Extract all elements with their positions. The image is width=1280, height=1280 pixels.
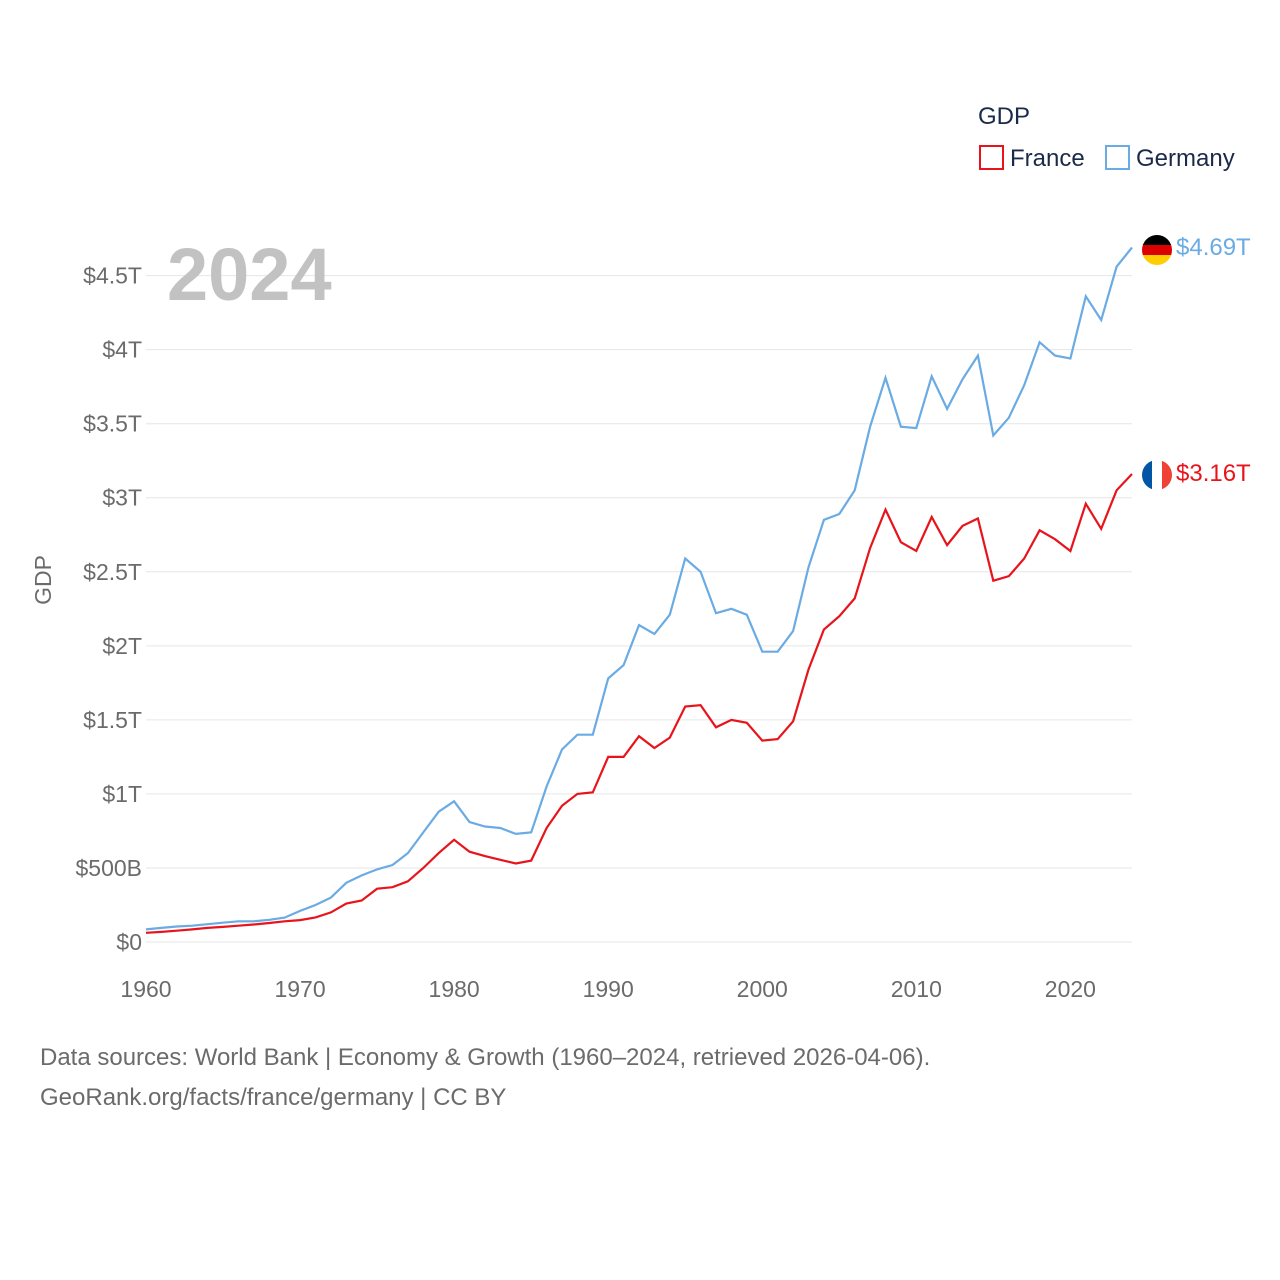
footer-credit[interactable]: GeoRank.org/facts/france/germany | CC BY xyxy=(40,1084,507,1111)
y-axis-label: GDP xyxy=(30,555,56,605)
y-tick-label: $1T xyxy=(102,781,142,807)
year-watermark: 2024 xyxy=(167,233,332,316)
x-axis-ticks: 1960 1970 1980 1990 2000 2010 2020 xyxy=(120,976,1096,1002)
legend[interactable]: GDP France Germany xyxy=(978,103,1235,172)
germany-end-label: $4.69T xyxy=(1176,234,1251,261)
x-tick-label: 1980 xyxy=(429,976,480,1002)
france-end-label: $3.16T xyxy=(1176,460,1251,487)
footer-sources: Data sources: World Bank | Economy & Gro… xyxy=(40,1044,931,1071)
x-tick-label: 1960 xyxy=(120,976,171,1002)
series-line-france xyxy=(145,473,1133,934)
y-tick-label: $4T xyxy=(102,337,142,363)
legend-title: GDP xyxy=(978,103,1030,130)
y-tick-label: $2.5T xyxy=(83,559,142,585)
y-tick-label: $1.5T xyxy=(83,707,142,733)
y-tick-label: $3.5T xyxy=(83,411,142,437)
series-lines xyxy=(145,246,1133,934)
series-line-germany xyxy=(145,246,1133,931)
x-tick-label: 1990 xyxy=(583,976,634,1002)
x-tick-label: 2000 xyxy=(737,976,788,1002)
gridlines xyxy=(146,275,1132,943)
legend-label-france[interactable]: France xyxy=(1010,145,1085,172)
y-tick-label: $2T xyxy=(102,633,142,659)
france-flag-icon xyxy=(1142,460,1172,490)
germany-flag-icon xyxy=(1142,235,1172,265)
x-tick-label: 1970 xyxy=(274,976,325,1002)
x-tick-label: 2010 xyxy=(891,976,942,1002)
legend-label-germany[interactable]: Germany xyxy=(1136,145,1235,172)
legend-swatch-france[interactable] xyxy=(979,145,1004,170)
legend-swatch-germany[interactable] xyxy=(1105,145,1130,170)
y-tick-label: $500B xyxy=(75,855,142,881)
y-tick-label: $0 xyxy=(116,929,142,955)
y-tick-label: $4.5T xyxy=(83,263,142,289)
y-axis-ticks: $0 $500B $1T $1.5T $2T $2.5T $3T $3.5T $4T $4.5T xyxy=(75,263,142,955)
y-tick-label: $3T xyxy=(102,485,142,511)
x-tick-label: 2020 xyxy=(1045,976,1096,1002)
